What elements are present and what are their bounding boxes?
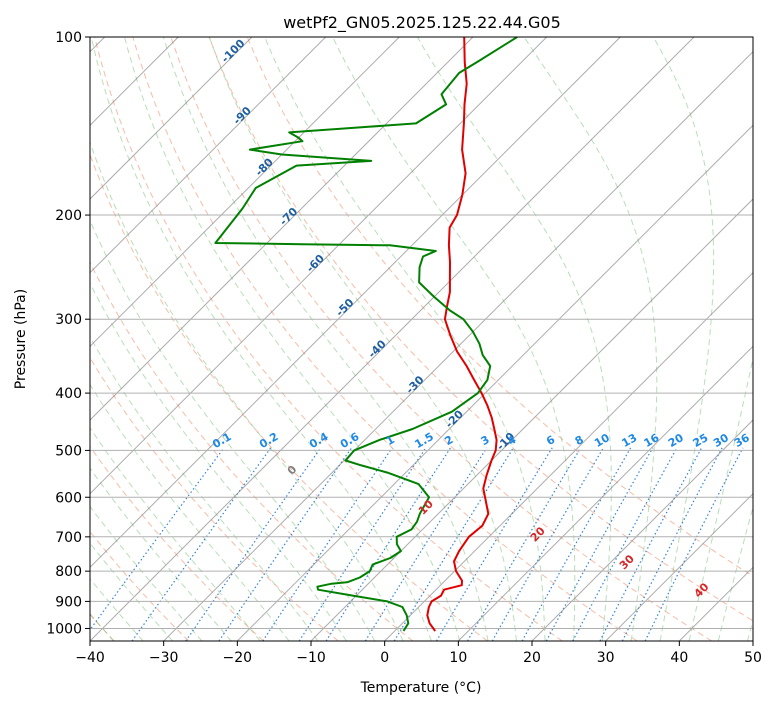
mixing-ratio-line [82,448,224,641]
x-tick-label: −10 [296,650,326,666]
moist-adiabat-line [0,37,289,641]
y-tick-label: 300 [55,312,82,328]
y-tick-label: 100 [55,30,82,46]
isotherm-line [532,37,775,641]
moist-adiabat-line [265,37,545,641]
mixing-ratio-label: 16 [642,431,662,450]
x-tick-label: 0 [380,650,389,666]
mixing-ratio-label: 3 [479,433,492,448]
x-tick-label: 40 [670,650,688,666]
mixing-ratio-line [600,448,702,641]
y-tick-label: 700 [55,530,82,546]
isotherm-line [16,37,620,641]
plot-background-lines [0,37,775,641]
moist-adiabat-label: 20 [528,524,548,544]
y-tick-label: 800 [55,564,82,580]
mixing-ratio-line [219,448,352,641]
y-tick-label: 400 [55,386,82,402]
moist-adiabat-line [718,37,775,641]
dry-adiabat-line [57,37,488,641]
mixing-ratio-label: 0.1 [210,430,233,451]
x-tick-label: 50 [744,650,762,666]
moist-adiabat-line [163,37,488,641]
y-tick-label: 500 [55,443,82,459]
mixing-ratio-line [436,448,552,641]
dry-adiabat-line [0,37,338,641]
x-tick-label: 30 [597,650,615,666]
mixing-ratio-line [186,448,321,641]
moist-adiabat-label: 30 [617,552,637,572]
mixing-ratio-line [132,448,271,641]
mixing-ratio-label: 10 [592,431,612,450]
moist-adiabat-line [653,37,713,641]
mixing-ratio-label: 20 [666,431,686,450]
x-tick-label: 20 [523,650,541,666]
isotherm-line [0,37,399,641]
moist-adiabat-line [0,37,260,641]
y-axis-label: Pressure (hPa) [13,289,29,389]
isotherm-line [679,37,775,641]
x-tick-label: −40 [75,650,105,666]
dry-adiabat-line [0,37,263,641]
dewpoint-line [215,37,517,631]
isotherm-line [0,37,252,641]
dry-adiabat-label: -50 [333,296,356,319]
y-tick-label: 1000 [46,621,82,637]
moist-adiabat-line [748,37,775,641]
plot-frame [90,37,753,641]
dry-adiabat-label: -20 [443,407,466,430]
x-tick-label: 10 [449,650,467,666]
mixing-ratio-label: 2 [442,433,455,448]
mixing-ratio-label: 25 [691,431,711,450]
isotherm-line [0,37,326,641]
x-tick-label: −30 [149,650,179,666]
mixing-ratio-line [573,448,677,641]
isotherm-line [753,37,775,641]
y-tick-label: 600 [55,490,82,506]
mixing-ratio-line [326,448,451,641]
dry-adiabat-label: -90 [231,104,254,127]
dry-adiabat-label: -70 [277,205,300,228]
mixing-ratio-line [622,448,722,641]
dry-adiabat-label: -40 [366,337,389,360]
mixing-ratio-line [645,448,743,641]
mixing-ratio-label: 8 [573,433,586,448]
moist-adiabat-line [417,37,611,641]
y-tick-label: 900 [55,594,82,610]
y-tick-label: 200 [55,208,82,224]
dry-adiabat-label: -60 [304,252,327,275]
x-tick-label: −20 [223,650,253,666]
mixing-ratio-label: 0.4 [307,430,331,451]
mixing-ratio-line [394,448,513,641]
isotherm-line [385,37,775,641]
mixing-ratio-label: 36 [732,431,752,450]
moist-adiabat-line [0,37,318,641]
moist-adiabat-line [689,37,775,641]
temperature-line [427,37,496,631]
x-axis-label: Temperature (°C) [360,680,482,696]
isotherm-line [90,37,694,641]
mixing-ratio-line [365,448,487,641]
sounding-lines [215,37,517,631]
isotherm-line [0,37,547,641]
moist-adiabat-line [37,37,375,641]
dry-adiabat-line [133,37,637,641]
mixing-ratio-label: 6 [544,433,557,448]
mixing-ratio-label: 0.2 [257,430,280,451]
mixing-ratio-label: 13 [620,431,640,450]
dry-adiabat-label: -100 [219,37,248,66]
dry-adiabat-line [171,37,712,641]
mixing-ratio-label: 1.5 [412,430,435,451]
chart-title: wetPf2_GN05.2025.125.22.44.G05 [283,13,561,33]
moist-adiabat-label: 40 [692,580,712,600]
isotherm-line [458,37,775,641]
mixing-ratio-line [492,448,603,641]
mixing-ratio-label: 30 [711,431,731,450]
